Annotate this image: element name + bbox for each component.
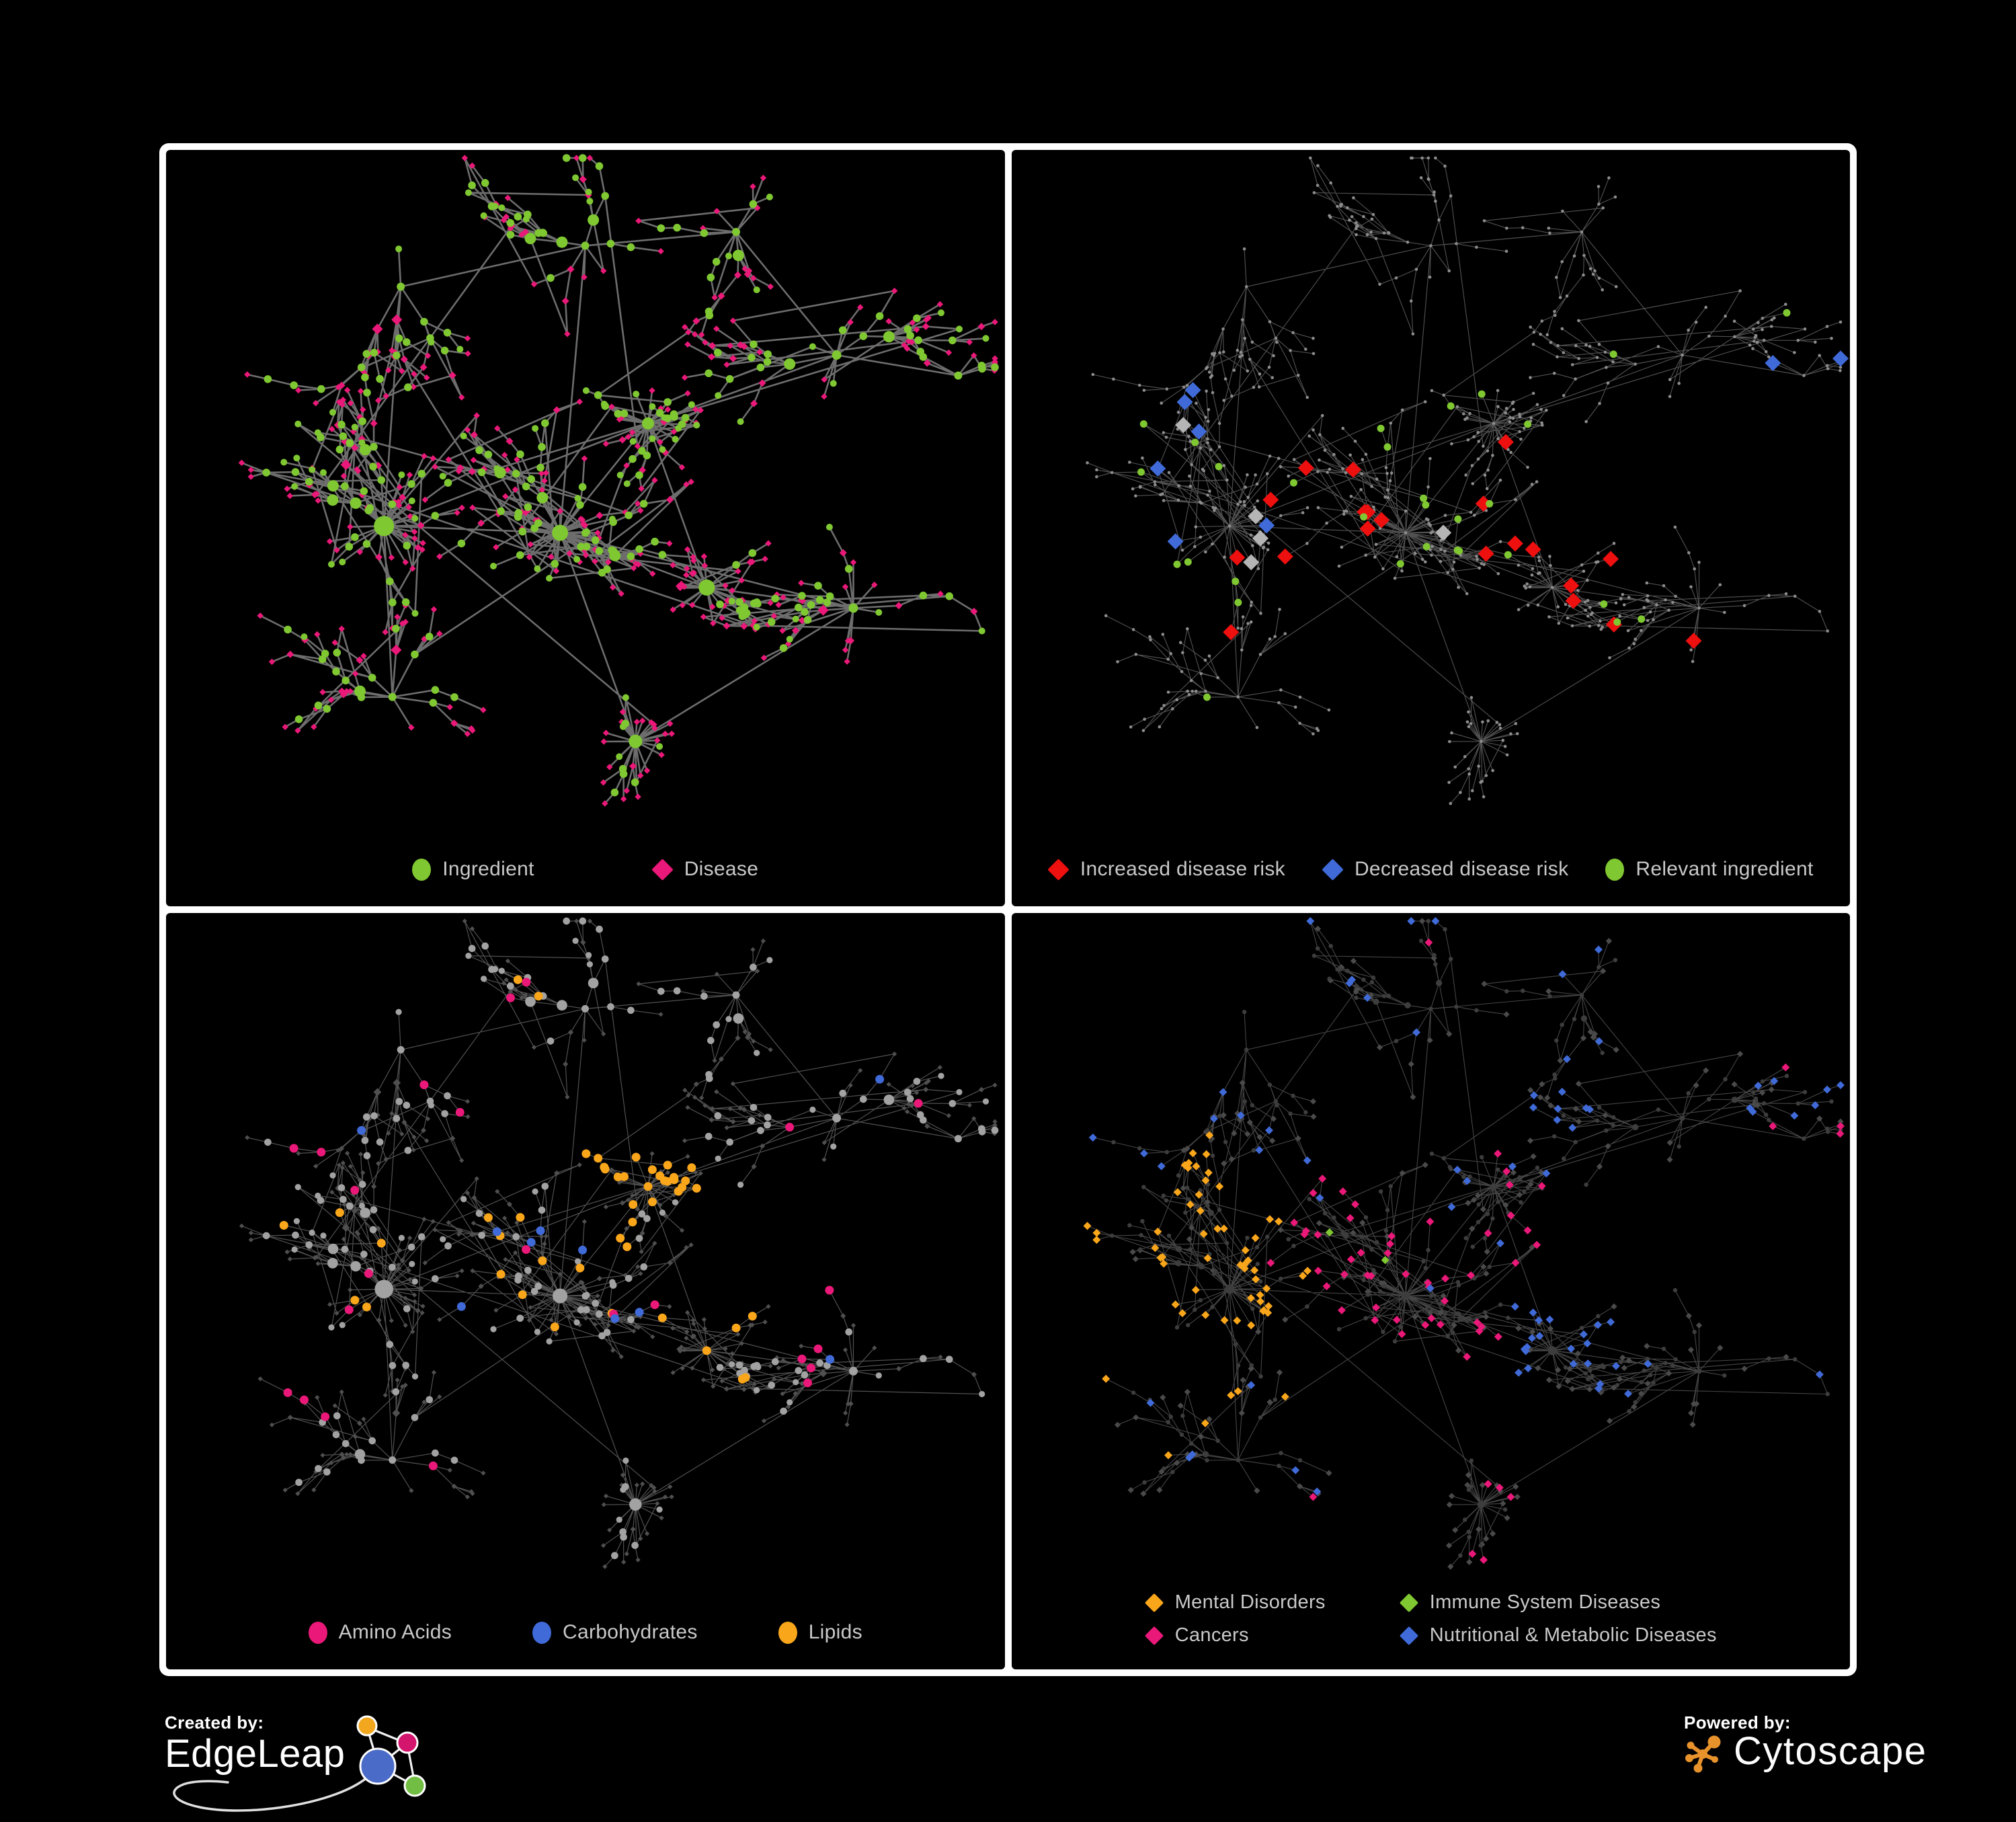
legend-label-immune-diseases: Immune System Diseases bbox=[1429, 1591, 1661, 1613]
legend-label-cancers: Cancers bbox=[1174, 1624, 1249, 1646]
legend-label-amino-acids: Amino Acids bbox=[338, 1621, 452, 1643]
legend-item-decreased-risk: Decreased disease risk bbox=[1322, 858, 1568, 881]
decreased-risk-diamond-icon bbox=[1322, 858, 1344, 881]
immune-diseases-diamond-icon bbox=[1399, 1593, 1418, 1612]
created-by-label: Created by: bbox=[165, 1712, 264, 1733]
legend-item-lipids: Lipids bbox=[778, 1621, 862, 1644]
legend-item-carbohydrates: Carbohydrates bbox=[532, 1621, 698, 1644]
legend-label-relevant-ingredient: Relevant ingredient bbox=[1636, 858, 1814, 880]
panel-disease-categories: Mental Disorders Cancers Immune System D… bbox=[1011, 913, 1851, 1669]
network-graph-disease-categories bbox=[1083, 917, 1845, 1570]
edgeleap-logo-icon bbox=[173, 1715, 426, 1812]
panel-nutrients: Amino Acids Carbohydrates Lipids bbox=[166, 913, 1005, 1669]
amino-acids-circle-icon bbox=[308, 1621, 327, 1644]
legend-label-increased-risk: Increased disease risk bbox=[1080, 858, 1285, 880]
network-graph-disease-risk bbox=[1085, 156, 1849, 805]
legend-item-relevant-ingredient: Relevant ingredient bbox=[1605, 858, 1813, 881]
created-by-block: Created by: EdgeLeap bbox=[165, 1711, 487, 1822]
legend-item-mental-disorders: Mental Disorders bbox=[1144, 1591, 1326, 1614]
panel-disease-risk: Increased disease risk Decreased disease… bbox=[1011, 150, 1851, 906]
network-graph-nutrients bbox=[239, 917, 999, 1569]
relevant-ingredient-circle-icon bbox=[1605, 858, 1625, 881]
cancers-diamond-icon bbox=[1144, 1626, 1164, 1645]
cytoscape-brand-text: Cytoscape bbox=[1734, 1729, 1927, 1773]
legend-item-disease: Disease bbox=[651, 858, 759, 881]
carbohydrates-circle-icon bbox=[532, 1621, 551, 1644]
powered-by-label: Powered by: bbox=[1684, 1712, 1791, 1733]
increased-risk-diamond-icon bbox=[1047, 858, 1070, 881]
legend-label-ingredient: Ingredient bbox=[442, 858, 534, 880]
legend-nutrients: Amino Acids Carbohydrates Lipids bbox=[166, 1595, 1005, 1669]
edgeleap-brand-text: EdgeLeap bbox=[165, 1732, 346, 1776]
figure-frame: Ingredient Disease Increased disease ris… bbox=[159, 143, 1857, 1676]
cytoscape-logo-icon bbox=[1685, 1735, 1721, 1773]
panel-ingredient-disease: Ingredient Disease bbox=[166, 150, 1005, 906]
legend-ingredient-disease: Ingredient Disease bbox=[166, 832, 1005, 906]
legend-item-amino-acids: Amino Acids bbox=[308, 1621, 452, 1644]
ingredient-circle-icon bbox=[412, 858, 432, 881]
network-graph-ingredient-disease bbox=[238, 154, 999, 807]
mental-disorders-diamond-icon bbox=[1144, 1593, 1164, 1612]
legend-disease-risk: Increased disease risk Decreased disease… bbox=[1012, 832, 1851, 906]
legend-item-increased-risk: Increased disease risk bbox=[1047, 858, 1285, 881]
disease-diamond-icon bbox=[651, 858, 674, 881]
legend-label-mental-disorders: Mental Disorders bbox=[1174, 1591, 1326, 1613]
legend-item-cancers: Cancers bbox=[1144, 1624, 1249, 1647]
legend-item-nutritional-metabolic: Nutritional & Metabolic Diseases bbox=[1399, 1624, 1717, 1647]
legend-item-immune-diseases: Immune System Diseases bbox=[1399, 1591, 1661, 1614]
legend-label-decreased-risk: Decreased disease risk bbox=[1354, 858, 1569, 880]
powered-by-block: Powered by: Cytoscape bbox=[1684, 1711, 1966, 1798]
nutritional-metabolic-diamond-icon bbox=[1399, 1626, 1418, 1645]
legend-label-nutritional-metabolic: Nutritional & Metabolic Diseases bbox=[1429, 1624, 1717, 1646]
legend-disease-categories: Mental Disorders Cancers Immune System D… bbox=[1012, 1569, 1851, 1669]
legend-label-disease: Disease bbox=[684, 858, 759, 880]
legend-label-carbohydrates: Carbohydrates bbox=[563, 1621, 698, 1643]
lipids-circle-icon bbox=[778, 1621, 797, 1644]
legend-label-lipids: Lipids bbox=[808, 1621, 862, 1643]
legend-item-ingredient: Ingredient bbox=[412, 858, 534, 881]
